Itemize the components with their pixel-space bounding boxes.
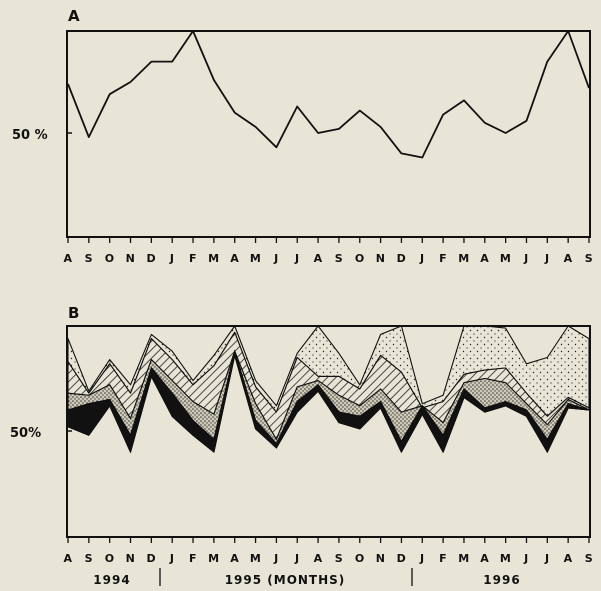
x-tick-label: A: [63, 252, 72, 265]
panel-b-areas: [67, 325, 590, 454]
panel-a-x-ticks: [67, 237, 590, 243]
x-tick-label: S: [585, 552, 593, 565]
x-tick-label: J: [169, 252, 175, 265]
panel-a-frame: [66, 30, 591, 238]
x-tick-label: A: [63, 552, 72, 565]
x-tick-label: J: [523, 252, 529, 265]
x-tick-label: J: [294, 552, 300, 565]
x-tick-label: D: [397, 552, 407, 565]
x-tick-label: D: [147, 552, 157, 565]
x-tick-label: F: [439, 552, 447, 565]
panel-b-x-ticks: [67, 537, 590, 543]
x-tick-label: A: [230, 252, 239, 265]
area-layer-solid-black-band: [67, 349, 590, 454]
x-tick-label: J: [273, 552, 279, 565]
x-tick-label: J: [169, 552, 175, 565]
x-tick-label: N: [376, 252, 386, 265]
x-tick-label: M: [458, 552, 469, 565]
x-tick-label: J: [419, 552, 425, 565]
x-tick-label: D: [147, 252, 157, 265]
x-tick-label: O: [105, 552, 115, 565]
year-label-1995-months: 1995 (MONTHS): [225, 573, 346, 587]
x-tick-label: J: [419, 252, 425, 265]
x-tick-label: M: [250, 252, 261, 265]
x-tick-label: A: [480, 252, 489, 265]
x-tick-label: M: [458, 252, 469, 265]
x-tick-label: D: [397, 252, 407, 265]
x-tick-label: A: [314, 552, 323, 565]
x-tick-label: O: [355, 552, 365, 565]
year-label-1994: 1994: [93, 573, 130, 587]
x-tick-label: M: [500, 552, 511, 565]
x-tick-label: M: [250, 552, 261, 565]
x-tick-label: S: [85, 552, 93, 565]
x-tick-label: J: [544, 552, 550, 565]
x-tick-label: M: [208, 252, 219, 265]
x-tick-label: N: [376, 552, 386, 565]
x-tick-label: S: [335, 552, 343, 565]
panel-b-label: B: [68, 304, 79, 322]
x-tick-label: J: [523, 552, 529, 565]
x-tick-label: A: [480, 552, 489, 565]
x-tick-label: F: [189, 252, 197, 265]
x-tick-label: F: [439, 252, 447, 265]
x-tick-label: M: [208, 552, 219, 565]
panel-a-ytick-label: 50 %: [12, 128, 48, 143]
x-tick-label: S: [585, 252, 593, 265]
panel-a-series-line: [67, 30, 590, 159]
x-tick-label: A: [564, 552, 573, 565]
x-tick-label: O: [355, 252, 365, 265]
x-tick-label: N: [126, 252, 136, 265]
x-tick-label: A: [314, 252, 323, 265]
x-tick-label: A: [564, 252, 573, 265]
panel-b-ytick-label: 50%: [10, 426, 41, 441]
x-tick-label: M: [500, 252, 511, 265]
x-tick-label: A: [230, 552, 239, 565]
x-tick-label: O: [105, 252, 115, 265]
x-tick-label: S: [335, 252, 343, 265]
x-tick-label: N: [126, 552, 136, 565]
x-tick-label: J: [544, 252, 550, 265]
x-tick-label: J: [294, 252, 300, 265]
x-tick-label: J: [273, 252, 279, 265]
x-tick-label: F: [189, 552, 197, 565]
panel-a-label: A: [68, 7, 80, 25]
year-label-1996: 1996: [483, 573, 520, 587]
x-tick-label: S: [85, 252, 93, 265]
